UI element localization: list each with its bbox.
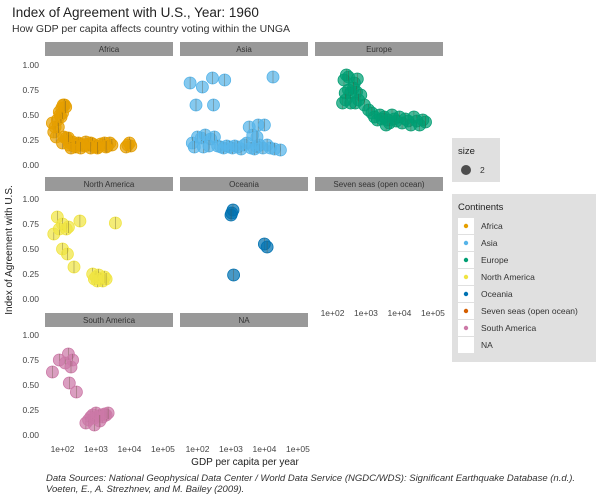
facet-panel-africa: Africa 0.00 0.25 0.50 0.75 1.00 bbox=[22, 42, 173, 170]
x-tick-label: 1e+03 bbox=[354, 308, 378, 318]
y-tick-label: 1.00 bbox=[22, 194, 39, 204]
facet-panels: Africa 0.00 0.25 0.50 0.75 1.00 Asia Europe Nort… bbox=[22, 42, 445, 454]
facet-panel-asia: Asia bbox=[180, 42, 308, 157]
legend-dot-seven-seas-open-ocean bbox=[463, 308, 469, 314]
x-tick-label: 1e+02 bbox=[321, 308, 345, 318]
x-tick-label: 1e+04 bbox=[253, 444, 277, 454]
facet-strip bbox=[180, 177, 308, 191]
y-tick-label: 0.50 bbox=[22, 244, 39, 254]
legend-label-seven-seas-open-ocean: Seven seas (open ocean) bbox=[481, 306, 578, 316]
y-tick-label: 0.50 bbox=[22, 380, 39, 390]
facet-strip bbox=[180, 313, 308, 327]
facet-strip-label: Oceania bbox=[229, 180, 259, 189]
facet-strip-label: NA bbox=[238, 316, 250, 325]
legend-dot-north-america bbox=[463, 274, 469, 280]
y-tick-label: 0.75 bbox=[22, 355, 39, 365]
facet-strip bbox=[45, 42, 173, 56]
legend-label-asia: Asia bbox=[481, 238, 498, 248]
color-legend-box bbox=[452, 194, 596, 362]
y-tick-label: 1.00 bbox=[22, 330, 39, 340]
caption-line-2: Voeten, E., A. Strezhnev, and M. Bailey … bbox=[46, 484, 244, 495]
x-tick-label: 1e+02 bbox=[51, 444, 75, 454]
facet-strip-label: South America bbox=[83, 316, 136, 325]
facet-strip-label: Seven seas (open ocean) bbox=[333, 180, 425, 189]
legend-dot-europe bbox=[463, 257, 469, 263]
facet-panel-north-america: North America 0.00 0.25 0.50 0.75 1.00 bbox=[22, 177, 173, 304]
legend-label-south-america: South America bbox=[481, 323, 537, 333]
size-legend-box bbox=[452, 138, 500, 182]
legend-label-na: NA bbox=[481, 340, 493, 350]
facet-strip bbox=[180, 42, 308, 56]
y-tick-label: 0.25 bbox=[22, 269, 39, 279]
y-tick-label: 0.25 bbox=[22, 405, 39, 415]
facet-strip bbox=[315, 42, 443, 56]
facet-panel-south-america: South America 0.00 0.25 0.50 0.75 1.00 1e+02 1e… bbox=[22, 313, 175, 454]
x-tick-label: 1e+04 bbox=[388, 308, 412, 318]
y-tick-label: 0.00 bbox=[22, 294, 39, 304]
x-axis-title: GDP per capita per year bbox=[191, 457, 299, 468]
y-tick-label: 0.75 bbox=[22, 219, 39, 229]
legend-dot-south-america bbox=[463, 325, 469, 331]
legend-dot-africa bbox=[463, 223, 469, 229]
legend-label-europe: Europe bbox=[481, 255, 509, 265]
y-tick-label: 1.00 bbox=[22, 60, 39, 70]
y-tick-label: 0.00 bbox=[22, 160, 39, 170]
x-tick-label: 1e+03 bbox=[84, 444, 108, 454]
facet-strip-label: Africa bbox=[99, 45, 120, 54]
x-tick-label: 1e+04 bbox=[118, 444, 142, 454]
x-tick-label: 1e+02 bbox=[186, 444, 210, 454]
x-tick-label: 1e+03 bbox=[219, 444, 243, 454]
size-legend-label: 2 bbox=[480, 165, 485, 175]
facet-strip bbox=[45, 313, 173, 327]
legend-dot-oceania bbox=[463, 291, 469, 297]
y-tick-label: 0.00 bbox=[22, 430, 39, 440]
chart-subtitle: How GDP per capita affects country votin… bbox=[12, 23, 290, 35]
size-legend-key bbox=[461, 165, 471, 175]
facet-panel-seven-seas-open-ocean: Seven seas (open ocean) 1e+02 1e+03 1e+04 1e… bbox=[315, 177, 445, 318]
facet-strip-label: North America bbox=[84, 180, 135, 189]
color-legend-title: Continents bbox=[458, 202, 504, 213]
legend-label-north-america: North America bbox=[481, 272, 535, 282]
facet-strip-label: Europe bbox=[366, 45, 392, 54]
facet-panel-europe: Europe bbox=[315, 42, 443, 132]
x-tick-label: 1e+05 bbox=[151, 444, 175, 454]
legend-label-africa: Africa bbox=[481, 221, 503, 231]
legend-label-oceania: Oceania bbox=[481, 289, 513, 299]
legend-dot-asia bbox=[463, 240, 469, 246]
y-tick-label: 0.75 bbox=[22, 85, 39, 95]
y-axis-title: Index of Agreement with U.S. bbox=[4, 185, 15, 315]
facet-strip bbox=[315, 177, 443, 191]
chart-title: Index of Agreement with U.S., Year: 1960 bbox=[12, 5, 259, 20]
x-tick-label: 1e+05 bbox=[286, 444, 310, 454]
y-tick-label: 0.25 bbox=[22, 135, 39, 145]
x-tick-label: 1e+05 bbox=[421, 308, 445, 318]
facet-panel-na: NA bbox=[180, 313, 308, 327]
facet-strip bbox=[45, 177, 173, 191]
legend: size 2 Continents Africa Asia Europe North Ame… bbox=[452, 138, 596, 362]
facet-strip-label: Asia bbox=[236, 45, 252, 54]
caption-line-1: Data Sources: National Geophysical Data … bbox=[46, 473, 575, 484]
legend-key-na bbox=[458, 337, 474, 353]
y-tick-label: 0.50 bbox=[22, 110, 39, 120]
size-legend-title: size bbox=[458, 146, 475, 157]
facet-panel-oceania: Oceania 1e+02 1e+03 1e+04 1e+05 bbox=[180, 177, 310, 454]
